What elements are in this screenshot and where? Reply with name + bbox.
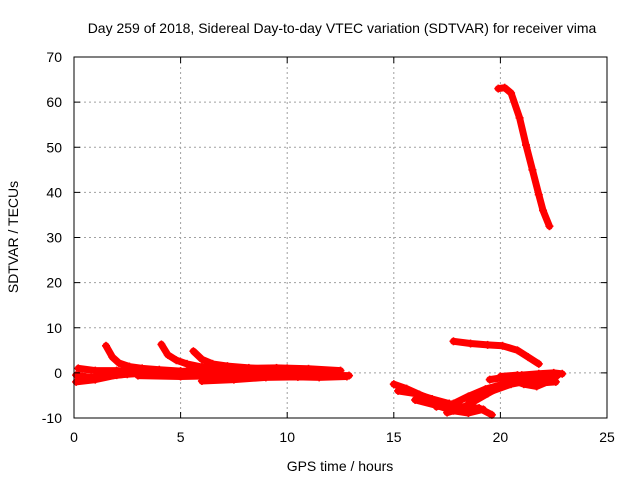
data-point — [543, 377, 552, 386]
data-point — [125, 362, 134, 371]
data-point — [534, 190, 543, 199]
data-point — [498, 341, 507, 350]
y-tick-label: 50 — [46, 139, 62, 155]
data-point — [528, 165, 537, 174]
data-point — [496, 372, 505, 381]
data-point — [539, 206, 548, 215]
x-tick-label: 20 — [493, 429, 509, 445]
data-point — [534, 369, 543, 378]
series-trace — [494, 84, 553, 230]
series-layer — [72, 83, 567, 419]
data-point — [330, 368, 339, 377]
data-point — [545, 222, 554, 231]
x-tick-label: 25 — [599, 429, 615, 445]
data-point — [494, 84, 503, 93]
series-late-cluster-3 — [507, 371, 562, 391]
series-band-mid-4 — [219, 364, 339, 377]
data-point — [101, 341, 110, 350]
data-point — [458, 404, 467, 413]
y-axis-label: SDTVAR / TECUs — [5, 181, 21, 293]
y-tick-label: -10 — [42, 410, 62, 426]
data-point — [87, 373, 96, 382]
data-point — [449, 399, 458, 408]
y-tick-label: 20 — [46, 275, 62, 291]
data-point — [464, 395, 473, 404]
data-point — [229, 375, 238, 384]
data-point — [485, 375, 494, 384]
data-point — [219, 365, 228, 374]
data-point — [500, 83, 509, 92]
data-point — [515, 113, 524, 122]
data-point — [528, 375, 537, 384]
series-trace — [198, 373, 351, 385]
data-point — [466, 339, 475, 348]
y-tick-label: 70 — [46, 49, 62, 65]
axis-ticks: 0 5 10 15 20 25 -10 0 10 20 30 40 50 60 70 — [42, 49, 615, 445]
data-point — [394, 386, 403, 395]
data-point — [293, 372, 302, 381]
series-band-mid-3 — [197, 372, 351, 385]
data-point — [261, 373, 270, 382]
data-point — [72, 377, 81, 386]
y-tick-label: 0 — [54, 365, 62, 381]
series-steep-drop — [494, 83, 554, 231]
data-point — [157, 340, 166, 349]
data-point — [524, 353, 533, 362]
data-point — [114, 358, 123, 367]
data-point — [485, 387, 494, 396]
data-point — [208, 365, 217, 374]
data-point — [534, 359, 543, 368]
data-point — [464, 409, 473, 418]
data-point — [521, 140, 530, 149]
data-point — [532, 382, 541, 391]
data-point — [308, 366, 317, 375]
data-point — [513, 346, 522, 355]
data-point — [513, 371, 522, 380]
data-point — [507, 375, 516, 384]
x-tick-label: 10 — [279, 429, 295, 445]
x-tick-label: 15 — [386, 429, 402, 445]
data-point — [519, 380, 528, 389]
y-tick-label: 60 — [46, 94, 62, 110]
data-point — [108, 353, 117, 362]
data-point — [123, 370, 132, 379]
data-point — [432, 402, 441, 411]
data-point — [342, 372, 351, 381]
data-point — [182, 359, 191, 368]
data-point — [507, 89, 516, 98]
data-point — [449, 337, 458, 346]
data-point — [197, 376, 206, 385]
y-tick-label: 10 — [46, 320, 62, 336]
chart-title: Day 259 of 2018, Sidereal Day-to-day VTE… — [88, 20, 597, 36]
data-point — [483, 340, 492, 349]
data-point — [74, 364, 83, 373]
data-point — [283, 364, 292, 373]
data-point — [133, 371, 142, 380]
data-point — [138, 364, 147, 373]
y-tick-label: 40 — [46, 184, 62, 200]
data-point — [163, 350, 172, 359]
data-point — [411, 395, 420, 404]
series-arc-descend — [449, 337, 543, 368]
data-point — [443, 408, 452, 417]
data-point — [101, 372, 110, 381]
grid-lines — [74, 57, 607, 418]
series-trace — [450, 337, 543, 368]
data-point — [553, 371, 562, 380]
data-point — [155, 365, 164, 374]
data-point — [189, 347, 198, 356]
x-tick-label: 0 — [70, 429, 78, 445]
data-point — [197, 355, 206, 364]
data-point — [176, 367, 185, 376]
y-tick-label: 30 — [46, 230, 62, 246]
data-point — [172, 356, 181, 365]
data-point — [479, 405, 488, 414]
x-axis-label: GPS time / hours — [287, 458, 394, 474]
data-point — [389, 380, 398, 389]
data-point — [251, 366, 260, 375]
data-point — [91, 366, 100, 375]
series-trace — [219, 364, 338, 377]
x-tick-label: 5 — [177, 429, 185, 445]
